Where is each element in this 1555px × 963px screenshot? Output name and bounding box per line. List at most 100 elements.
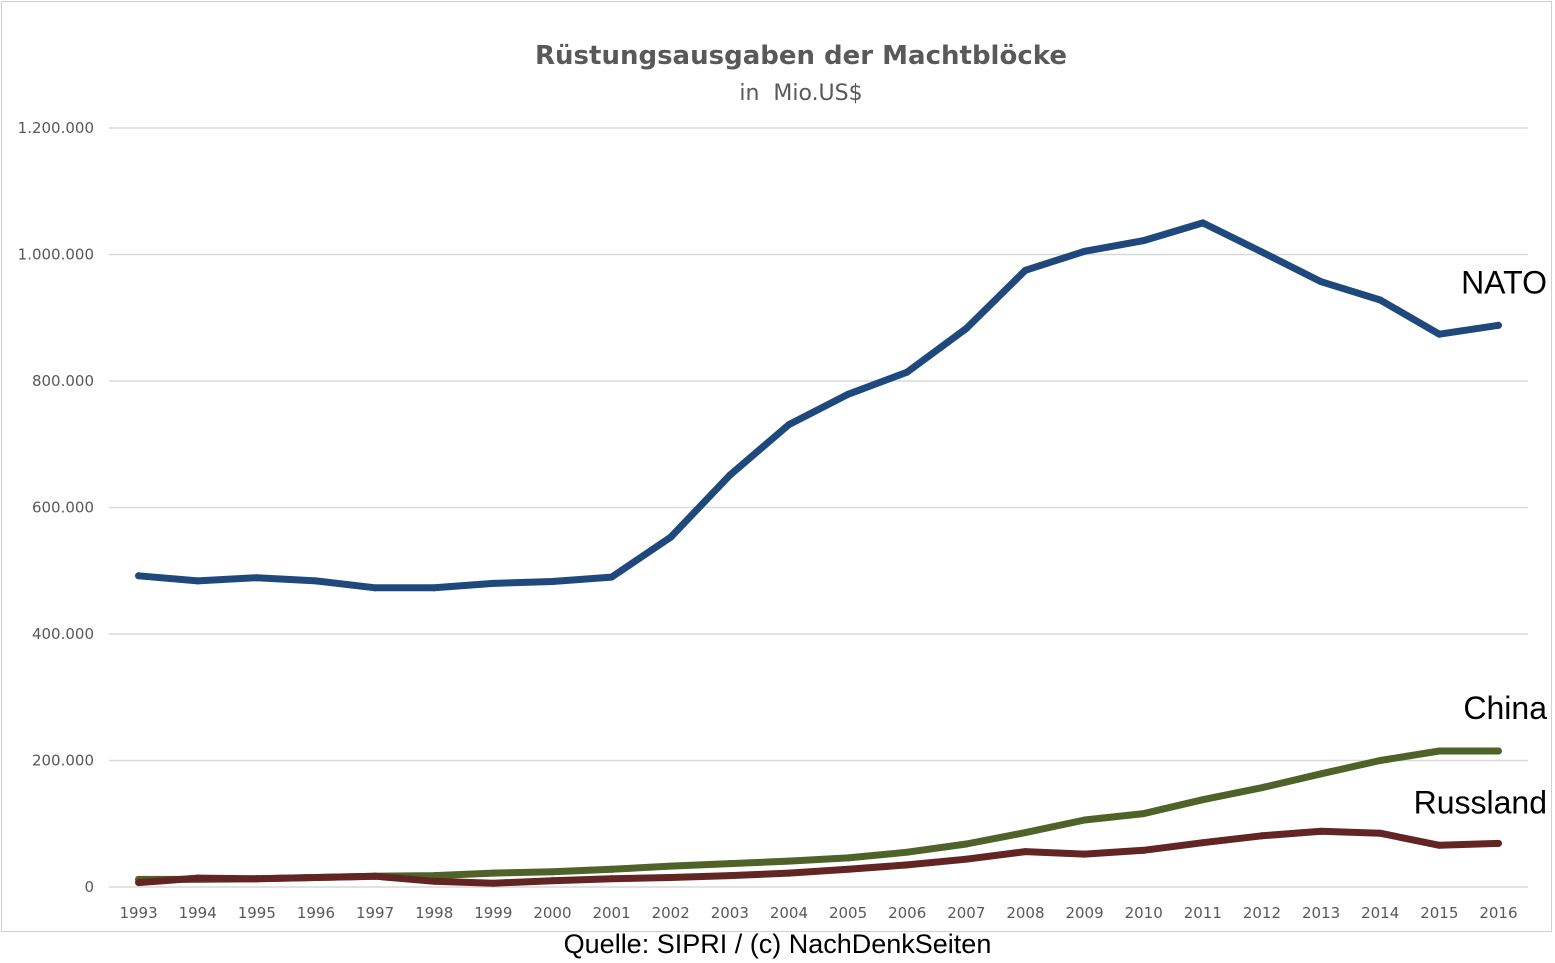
data-point-nato: [726, 471, 734, 479]
data-point-nato: [430, 584, 438, 592]
data-point-china: [844, 854, 852, 862]
data-point-nato: [1021, 266, 1029, 274]
series-label-nato: NATO: [1461, 264, 1547, 300]
data-point-nato: [548, 578, 556, 586]
data-point-russland: [1021, 848, 1029, 856]
data-point-nato: [1081, 247, 1089, 255]
series-line-russland: [135, 827, 1502, 887]
x-tick-label: 1995: [238, 904, 276, 922]
x-tick-label: 2014: [1361, 904, 1399, 922]
data-point-russland: [1494, 839, 1502, 847]
y-tick-label: 400.000: [32, 625, 94, 643]
x-tick-label: 2004: [770, 904, 808, 922]
y-tick-label: 1.200.000: [18, 119, 94, 137]
data-point-nato: [194, 577, 202, 585]
x-tick-label: 2003: [711, 904, 749, 922]
data-point-nato: [1140, 237, 1148, 245]
data-point-russland: [608, 875, 616, 883]
data-point-russland: [1376, 829, 1384, 837]
x-tick-label: 2009: [1065, 904, 1103, 922]
data-point-russland: [1258, 832, 1266, 840]
data-point-nato: [667, 533, 675, 541]
data-point-china: [1140, 810, 1148, 818]
y-axis-ticks: 0 200.000 400.000 600.000 800.000 1.000.000 1.…: [18, 119, 94, 896]
data-point-nato: [1258, 248, 1266, 256]
line-chart: Rüstungsausgaben der Machtblöcke in Mio.…: [18, 41, 1548, 922]
x-tick-label: 2005: [829, 904, 867, 922]
data-point-nato: [1199, 219, 1207, 227]
data-point-russland: [1435, 841, 1443, 849]
y-tick-label: 1.000.000: [18, 246, 94, 264]
y-tick-label: 800.000: [32, 372, 94, 390]
data-point-nato: [1435, 330, 1443, 338]
x-axis-ticks: 1993 1994 1995 1996 1997 1998 1999 2000 2001 2002…: [119, 904, 1517, 922]
data-point-china: [1199, 796, 1207, 804]
data-point-china: [1081, 816, 1089, 824]
data-point-china: [726, 860, 734, 868]
data-point-russland: [785, 869, 793, 877]
data-point-russland: [844, 865, 852, 873]
series-lines: [135, 219, 1502, 887]
data-point-china: [608, 865, 616, 873]
data-point-russland: [1081, 850, 1089, 858]
y-tick-label: 200.000: [32, 752, 94, 770]
source-note: Quelle: SIPRI / (c) NachDenkSeiten: [563, 929, 992, 959]
data-point-russland: [430, 877, 438, 885]
data-point-russland: [962, 855, 970, 863]
series-labels: NATO China Russland: [1414, 264, 1548, 820]
data-point-nato: [1376, 296, 1384, 304]
data-point-nato: [903, 368, 911, 376]
x-tick-label: 2015: [1420, 904, 1458, 922]
series-label-russland: Russland: [1414, 784, 1547, 820]
data-point-russland: [489, 879, 497, 887]
data-point-nato: [962, 325, 970, 333]
chart-subtitle: in Mio.US$: [739, 81, 862, 106]
data-point-china: [1021, 829, 1029, 837]
data-point-nato: [253, 574, 261, 582]
data-point-nato: [844, 390, 852, 398]
data-point-china: [1258, 784, 1266, 792]
gridlines: [109, 127, 1528, 888]
data-point-nato: [489, 579, 497, 587]
x-tick-label: 2008: [1006, 904, 1044, 922]
data-point-china: [1376, 757, 1384, 764]
data-point-russland: [312, 874, 320, 882]
x-tick-label: 1998: [415, 904, 453, 922]
x-tick-label: 2011: [1184, 904, 1222, 922]
series-label-china: China: [1463, 690, 1547, 726]
x-tick-label: 1993: [119, 904, 157, 922]
data-point-nato: [1317, 278, 1325, 286]
data-point-china: [962, 840, 970, 848]
x-tick-label: 1994: [179, 904, 217, 922]
data-point-nato: [608, 573, 616, 581]
chart-frame: Rüstungsausgaben der Machtblöcke in Mio.…: [1, 1, 1552, 932]
x-tick-label: 2007: [947, 904, 985, 922]
x-tick-label: 2010: [1125, 904, 1163, 922]
data-point-russland: [1199, 839, 1207, 847]
x-tick-label: 1996: [297, 904, 335, 922]
data-point-china: [667, 862, 675, 870]
series-line-china: [135, 747, 1502, 883]
y-tick-label: 600.000: [32, 499, 94, 517]
data-point-nato: [135, 572, 143, 580]
data-point-china: [785, 857, 793, 865]
data-point-china: [1317, 770, 1325, 778]
data-point-russland: [371, 872, 379, 880]
x-tick-label: 2001: [592, 904, 630, 922]
data-point-nato: [785, 421, 793, 429]
y-tick-label: 0: [84, 878, 94, 896]
x-tick-label: 2006: [888, 904, 926, 922]
data-point-nato: [312, 577, 320, 585]
data-point-nato: [371, 584, 379, 592]
data-point-russland: [903, 861, 911, 869]
data-point-china: [489, 869, 497, 877]
data-point-china: [1494, 747, 1502, 755]
data-point-russland: [726, 872, 734, 880]
data-point-china: [430, 872, 438, 880]
data-point-russland: [667, 874, 675, 882]
chart-title: Rüstungsausgaben der Machtblöcke: [535, 41, 1067, 71]
x-tick-label: 2002: [652, 904, 690, 922]
x-tick-label: 1997: [356, 904, 394, 922]
data-point-russland: [135, 879, 143, 887]
x-tick-label: 2000: [533, 904, 571, 922]
